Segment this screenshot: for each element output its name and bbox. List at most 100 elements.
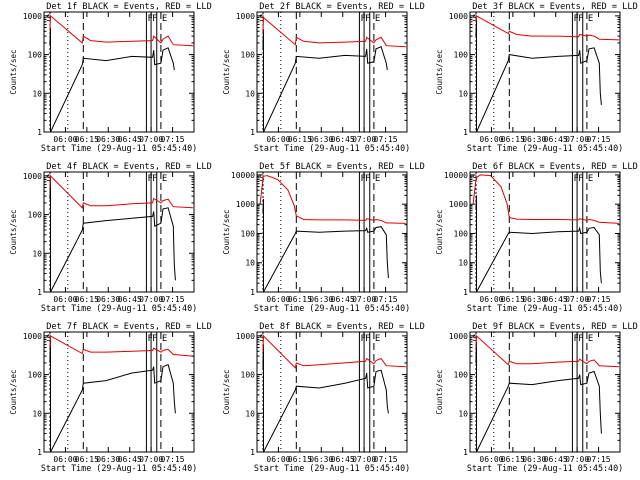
y-tick-label: 10000 [444,171,468,180]
plot-frame [256,171,408,293]
x-tick-label: 06:00 [266,135,290,144]
events-series-line [475,195,602,293]
interval-marker-label: F [578,174,583,184]
y-tick-label: 100 [241,51,256,60]
x-tick-label: 06:45 [544,135,568,144]
interval-marker-label: F [360,174,365,184]
plot-frame [256,331,408,453]
y-tick-label: 1 [250,448,255,457]
y-tick-label: 10 [458,259,468,268]
y-tick-label: 100 [241,371,256,380]
y-tick-label: 100 [28,211,43,220]
plot-frame [469,331,621,453]
interval-marker-label: E [162,14,167,24]
x-tick-label: 07:15 [374,135,398,144]
x-tick-label: 06:30 [96,295,120,304]
lld-series-line [472,174,620,224]
x-tick-label: 06:30 [522,295,546,304]
events-series-line [262,198,389,293]
y-tick-label: 1000 [23,172,42,181]
y-tick-label: 1000 [449,12,468,21]
chart-panel: Det 9f BLACK = Events, RED = LLD S F F E 1 10 1… [435,322,638,473]
x-tick-label: 06:15 [75,135,99,144]
x-axis-label: Start Time (29-Aug-11 05:45:40) [41,463,197,473]
y-tick-label: 1000 [23,12,42,21]
x-tick-label: 06:00 [479,135,503,144]
chart-title: Det 1f BLACK = Events, RED = LLD [46,2,212,12]
y-tick-label: 10 [245,409,255,418]
y-tick-label: 1 [250,288,255,297]
lld-series-line [49,335,194,357]
events-series-line [262,29,388,133]
y-tick-label: 1000 [236,12,255,21]
chart-panel: Det 4f BLACK = Events, RED = LLD S F F E 1 10 1… [9,162,212,313]
chart-panel: Det 8f BLACK = Events, RED = LLD S F F E 1 10 1… [222,322,425,473]
y-tick-label: 100 [454,229,469,238]
y-tick-label: 10 [32,409,42,418]
y-tick-label: 1 [250,128,255,137]
x-tick-label: 07:00 [352,135,376,144]
interval-marker-label: F [147,14,152,24]
x-tick-label: 07:00 [352,295,376,304]
y-tick-label: 10 [458,89,468,98]
x-tick-label: 06:15 [501,135,525,144]
x-tick-label: 07:15 [161,135,185,144]
interval-marker-label: S [259,14,264,24]
chart-panel: Det 7f BLACK = Events, RED = LLD S F F E 1 10 1… [9,322,212,473]
events-series-line [475,341,602,453]
lld-series-line [262,16,407,48]
y-axis-label: Counts/sec [9,369,18,414]
x-tick-label: 06:15 [75,455,99,464]
chart-title: Det 4f BLACK = Events, RED = LLD [46,162,212,172]
interval-marker-label: S [46,14,51,24]
y-axis-label: Counts/sec [9,49,18,94]
y-axis-label: Counts/sec [435,209,444,254]
y-tick-label: 1 [37,128,42,137]
x-tick-label: 07:00 [139,135,163,144]
x-tick-label: 06:15 [75,295,99,304]
x-axis-label: Start Time (29-Aug-11 05:45:40) [254,143,410,153]
interval-marker-label: F [365,174,370,184]
x-tick-label: 06:15 [288,455,312,464]
y-tick-label: 1000 [236,200,255,209]
x-tick-label: 07:15 [374,455,398,464]
y-tick-label: 100 [28,371,43,380]
interval-marker-label: F [573,174,578,184]
lld-series-line [475,15,620,41]
x-tick-label: 06:00 [479,295,503,304]
x-tick-label: 06:30 [309,455,333,464]
x-tick-label: 07:15 [587,455,611,464]
y-tick-label: 1 [463,448,468,457]
interval-marker-label: F [365,14,370,24]
x-axis-label: Start Time (29-Aug-11 05:45:40) [41,303,197,313]
y-tick-label: 1 [463,288,468,297]
lld-series-line [49,14,194,47]
x-axis-label: Start Time (29-Aug-11 05:45:40) [467,463,623,473]
x-tick-label: 07:00 [352,455,376,464]
plot-frame [43,11,195,133]
lld-series-line [49,174,194,209]
x-tick-label: 06:00 [266,455,290,464]
x-tick-label: 06:15 [288,135,312,144]
y-tick-label: 10 [458,409,468,418]
y-tick-label: 1000 [23,332,42,341]
y-axis-label: Counts/sec [222,49,231,94]
y-tick-label: 1 [463,128,468,137]
chart-title: Det 6f BLACK = Events, RED = LLD [472,162,638,172]
x-tick-label: 06:30 [96,135,120,144]
chart-panel: Det 3f BLACK = Events, RED = LLD S F F E 1 10 1… [435,2,638,153]
x-tick-label: 06:45 [544,455,568,464]
x-tick-label: 06:30 [309,295,333,304]
y-tick-label: 1000 [236,332,255,341]
x-axis-label: Start Time (29-Aug-11 05:45:40) [467,303,623,313]
y-tick-label: 10000 [231,171,255,180]
y-axis-label: Counts/sec [222,369,231,414]
events-series-line [49,339,176,453]
y-axis-label: Counts/sec [222,209,231,254]
x-tick-label: 07:15 [587,135,611,144]
y-axis-label: Counts/sec [435,369,444,414]
plot-frame [43,171,195,293]
y-tick-label: 100 [28,51,43,60]
interval-marker-label: F [573,14,578,24]
x-tick-label: 07:00 [139,295,163,304]
